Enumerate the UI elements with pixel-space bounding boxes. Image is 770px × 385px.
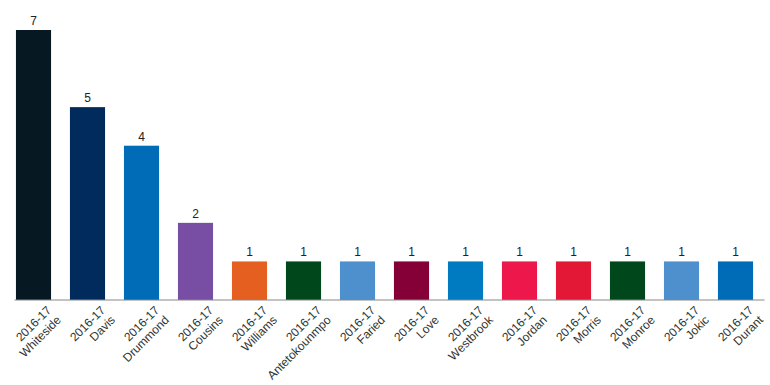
bar: [502, 261, 537, 300]
bar: [610, 261, 645, 300]
tick-label-line: Davis: [87, 313, 118, 344]
bar: [232, 261, 267, 300]
data-label: 1: [570, 245, 577, 259]
tick-label: 2016-17Morris: [553, 303, 604, 354]
tick-label: 2016-17Durant: [715, 303, 766, 354]
tick: 2016-17Monroe: [607, 300, 658, 354]
data-label: 1: [408, 245, 415, 259]
x-axis: 2016-17Whiteside2016-17Davis2016-17Drumm…: [7, 300, 766, 382]
tick: 2016-17Whiteside: [7, 300, 64, 360]
data-label: 7: [30, 14, 37, 28]
tick-label: 2016-17Westbrook: [436, 302, 497, 363]
tick: 2016-17Davis: [67, 300, 118, 354]
tick-label: 2016-17Love: [391, 303, 442, 354]
bar: [448, 261, 483, 300]
bar: [718, 261, 753, 300]
tick: 2016-17Williams: [229, 300, 280, 354]
tick: 2016-17Durant: [715, 300, 766, 354]
tick-label-line: Durant: [731, 312, 767, 348]
data-label: 5: [84, 91, 91, 105]
bar: [664, 261, 699, 300]
bar: [16, 30, 51, 300]
tick: 2016-17Jokic: [661, 300, 712, 354]
tick: 2016-17Cousins: [175, 300, 226, 354]
bar: [394, 261, 429, 300]
tick-label: 2016-17Cousins: [175, 303, 226, 354]
tick: 2016-17Faried: [337, 300, 388, 354]
tick: 2016-17Drummond: [110, 300, 172, 365]
bar: [556, 261, 591, 300]
tick-label: 2016-17Antetokounmpo: [255, 303, 334, 382]
data-label: 1: [354, 245, 361, 259]
tick-label-line: Jordan: [514, 313, 550, 349]
tick-label: 2016-17Davis: [67, 303, 118, 354]
tick: 2016-17Love: [391, 300, 442, 354]
chart: 7 5 4 2 1 1 1 1 1 1 1 1 1 1 2016-17Whiteside2016-17Dav…: [0, 0, 770, 385]
data-label: 1: [462, 245, 469, 259]
data-label: 1: [300, 245, 307, 259]
tick-label-line: Monroe: [619, 313, 658, 352]
data-label: 1: [732, 245, 739, 259]
tick-label-line: Jokic: [683, 313, 712, 342]
tick-label-line: Antetokounmpo: [265, 313, 335, 383]
bar: [340, 261, 375, 300]
tick: 2016-17Antetokounmpo: [255, 300, 334, 382]
tick-label-line: Westbrook: [446, 312, 497, 363]
tick-label: 2016-17Jordan: [499, 303, 550, 354]
tick-label: 2016-17Jokic: [661, 303, 712, 354]
tick-label-line: Drummond: [120, 313, 172, 365]
tick-label: 2016-17Williams: [229, 303, 280, 354]
data-label: 2: [192, 207, 199, 221]
tick-label-line: Cousins: [185, 313, 226, 354]
tick: 2016-17Morris: [553, 300, 604, 354]
tick-label: 2016-17Faried: [337, 303, 388, 354]
tick-label: 2016-17Monroe: [607, 303, 658, 354]
tick-label-line: Love: [414, 313, 443, 342]
tick: 2016-17Jordan: [499, 300, 550, 354]
data-label: 1: [678, 245, 685, 259]
tick-label-line: Whiteside: [17, 313, 64, 360]
data-label: 1: [516, 245, 523, 259]
data-label: 1: [246, 245, 253, 259]
bar: [70, 107, 105, 300]
data-label: 1: [624, 245, 631, 259]
tick-label: 2016-17Whiteside: [7, 303, 64, 360]
bar: [286, 261, 321, 300]
tick-label-line: Morris: [570, 313, 603, 346]
data-labels: 7 5 4 2 1 1 1 1 1 1 1 1 1 1: [30, 14, 739, 259]
bars: [16, 30, 753, 300]
data-label: 4: [138, 130, 145, 144]
bar: [124, 146, 159, 300]
tick-label: 2016-17Drummond: [110, 303, 172, 365]
bar: [178, 223, 213, 300]
axis-line: [15, 300, 765, 301]
tick-label-line: Williams: [238, 313, 279, 354]
tick-label-line: Faried: [354, 313, 388, 347]
tick: 2016-17Westbrook: [436, 300, 497, 363]
